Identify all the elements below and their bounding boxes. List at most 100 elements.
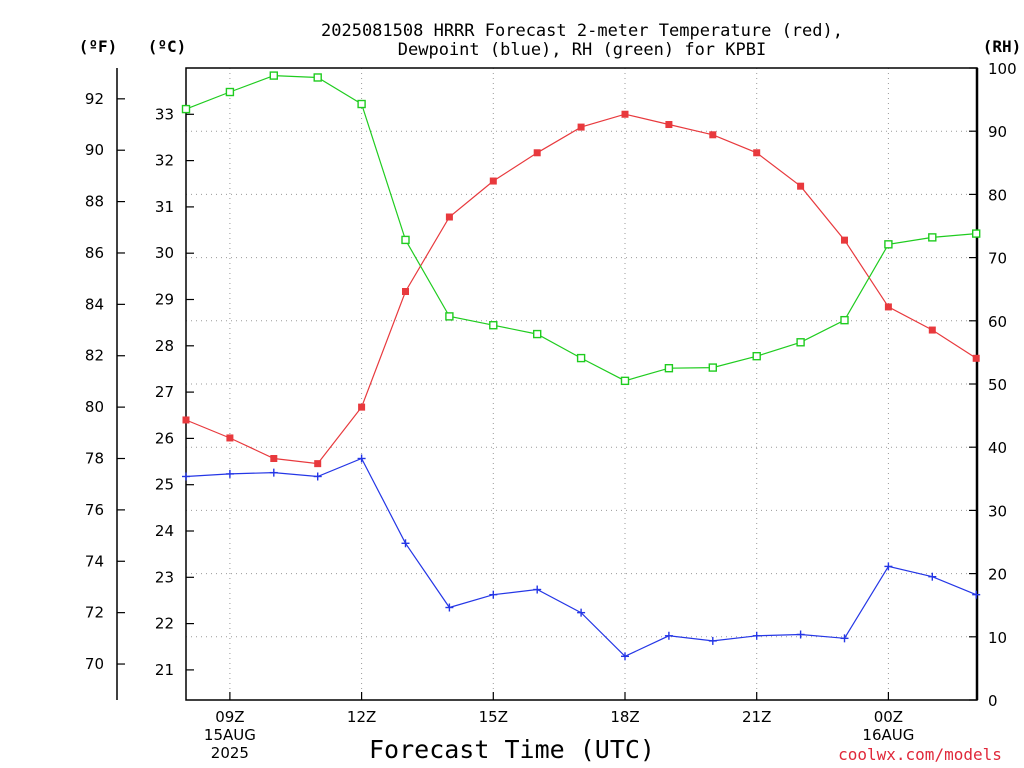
rh-tick-label: 0 bbox=[988, 692, 998, 710]
series-dewpoint bbox=[182, 454, 981, 661]
rh-point bbox=[708, 363, 717, 372]
temperature-point bbox=[182, 416, 190, 424]
rh-point bbox=[664, 364, 674, 373]
rh-point bbox=[313, 73, 322, 82]
celsius-tick-label: 22 bbox=[155, 615, 174, 633]
rh-tick-label: 100 bbox=[988, 60, 1017, 78]
celsius-tick-label: 28 bbox=[155, 337, 174, 355]
fahrenheit-tick-label: 76 bbox=[85, 501, 104, 519]
temperature-point bbox=[226, 434, 234, 442]
series-temperature bbox=[182, 110, 980, 468]
fahrenheit-tick-label: 70 bbox=[85, 655, 104, 673]
rh-tick-label: 80 bbox=[988, 186, 1007, 204]
dewpoint-point bbox=[401, 539, 410, 548]
rh-tick-label: 70 bbox=[988, 250, 1007, 268]
rh-point bbox=[401, 235, 410, 245]
time-tick-label: 18Z bbox=[610, 708, 639, 726]
rh-unit-label: (RH) bbox=[983, 37, 1022, 56]
celsius-tick-label: 33 bbox=[155, 105, 174, 123]
rh-tick-label: 10 bbox=[988, 629, 1007, 647]
rh-point bbox=[489, 321, 498, 330]
temperature-point bbox=[489, 177, 497, 185]
rh-point bbox=[357, 99, 366, 109]
series-line-dewpoint bbox=[185, 457, 977, 658]
dewpoint-point bbox=[664, 631, 673, 640]
fahrenheit-tick-label: 84 bbox=[85, 295, 104, 313]
rh-tick-label: 30 bbox=[988, 502, 1007, 520]
rh-tick-label: 40 bbox=[988, 439, 1007, 457]
temperature-point bbox=[665, 121, 673, 129]
rh-tick-label: 60 bbox=[988, 313, 1007, 331]
dewpoint-point bbox=[928, 572, 937, 581]
rh-tick-label: 20 bbox=[988, 566, 1007, 584]
celsius-tick-label: 26 bbox=[155, 429, 174, 447]
time-tick-label: 09Z bbox=[215, 708, 244, 726]
temperature-point bbox=[314, 460, 322, 468]
rh-point bbox=[576, 353, 586, 363]
rh-point bbox=[928, 233, 937, 242]
dewpoint-point bbox=[752, 631, 761, 640]
temperature-point bbox=[709, 131, 717, 139]
fahrenheit-unit-label: (ºF) bbox=[79, 37, 118, 56]
series-layer bbox=[181, 71, 981, 661]
time-tick-label: 2025 bbox=[211, 744, 249, 762]
celsius-unit-label: (ºC) bbox=[148, 37, 187, 56]
celsius-tick-label: 24 bbox=[155, 522, 174, 540]
rh-point bbox=[225, 87, 235, 97]
celsius-tick-label: 27 bbox=[155, 383, 174, 401]
time-tick-label: 16AUG bbox=[862, 726, 914, 744]
celsius-tick-label: 23 bbox=[155, 568, 174, 586]
rh-point bbox=[796, 338, 805, 347]
rh-point bbox=[181, 104, 191, 114]
rh-axis-ticks: 0 10 20 30 40 50 60 70 80 90 100 bbox=[969, 60, 1017, 710]
temperature-point bbox=[972, 354, 980, 362]
rh-point bbox=[445, 312, 454, 321]
grid-lines bbox=[186, 68, 977, 700]
dewpoint-point bbox=[708, 636, 717, 645]
celsius-tick-label: 30 bbox=[155, 244, 174, 262]
series-line-rh bbox=[185, 74, 977, 382]
rh-point bbox=[884, 240, 893, 249]
fahrenheit-tick-label: 88 bbox=[85, 193, 104, 211]
dewpoint-point bbox=[489, 590, 498, 599]
series-line-temperature bbox=[185, 113, 977, 465]
fahrenheit-tick-label: 80 bbox=[85, 398, 104, 416]
temperature-point bbox=[621, 110, 629, 118]
fahrenheit-axis-ticks: 70 72 74 76 78 80 82 84 86 88 90 92 bbox=[85, 90, 125, 673]
celsius-tick-label: 31 bbox=[155, 198, 174, 216]
rh-point bbox=[972, 229, 981, 238]
rh-tick-label: 90 bbox=[988, 123, 1007, 141]
fahrenheit-tick-label: 90 bbox=[85, 141, 104, 159]
dewpoint-point bbox=[621, 652, 629, 661]
rh-tick-label: 50 bbox=[988, 376, 1007, 394]
celsius-tick-label: 32 bbox=[155, 152, 174, 170]
fahrenheit-tick-label: 86 bbox=[85, 244, 104, 262]
celsius-tick-label: 25 bbox=[155, 476, 174, 494]
temperature-point bbox=[841, 236, 848, 244]
rh-point bbox=[620, 376, 630, 386]
temperature-point bbox=[445, 213, 453, 221]
temperature-point bbox=[533, 149, 541, 157]
temperature-point bbox=[884, 303, 892, 311]
celsius-tick-label: 29 bbox=[155, 291, 174, 309]
dewpoint-point bbox=[577, 608, 586, 617]
dewpoint-point bbox=[884, 562, 893, 571]
temperature-point bbox=[358, 403, 366, 411]
temperature-point bbox=[270, 455, 278, 463]
dewpoint-point bbox=[313, 472, 322, 481]
dewpoint-point bbox=[972, 590, 981, 599]
fahrenheit-tick-label: 74 bbox=[85, 552, 104, 570]
fahrenheit-tick-label: 92 bbox=[85, 90, 104, 108]
temperature-point bbox=[753, 149, 761, 157]
temperature-point bbox=[797, 182, 805, 190]
dewpoint-point bbox=[533, 585, 542, 594]
dewpoint-point bbox=[225, 469, 234, 478]
temperature-point bbox=[577, 123, 585, 131]
time-tick-label: 00Z bbox=[874, 708, 903, 726]
celsius-tick-label: 21 bbox=[155, 661, 174, 679]
time-tick-label: 15AUG bbox=[204, 726, 256, 744]
rh-point bbox=[269, 71, 278, 80]
fahrenheit-tick-label: 72 bbox=[85, 604, 104, 622]
